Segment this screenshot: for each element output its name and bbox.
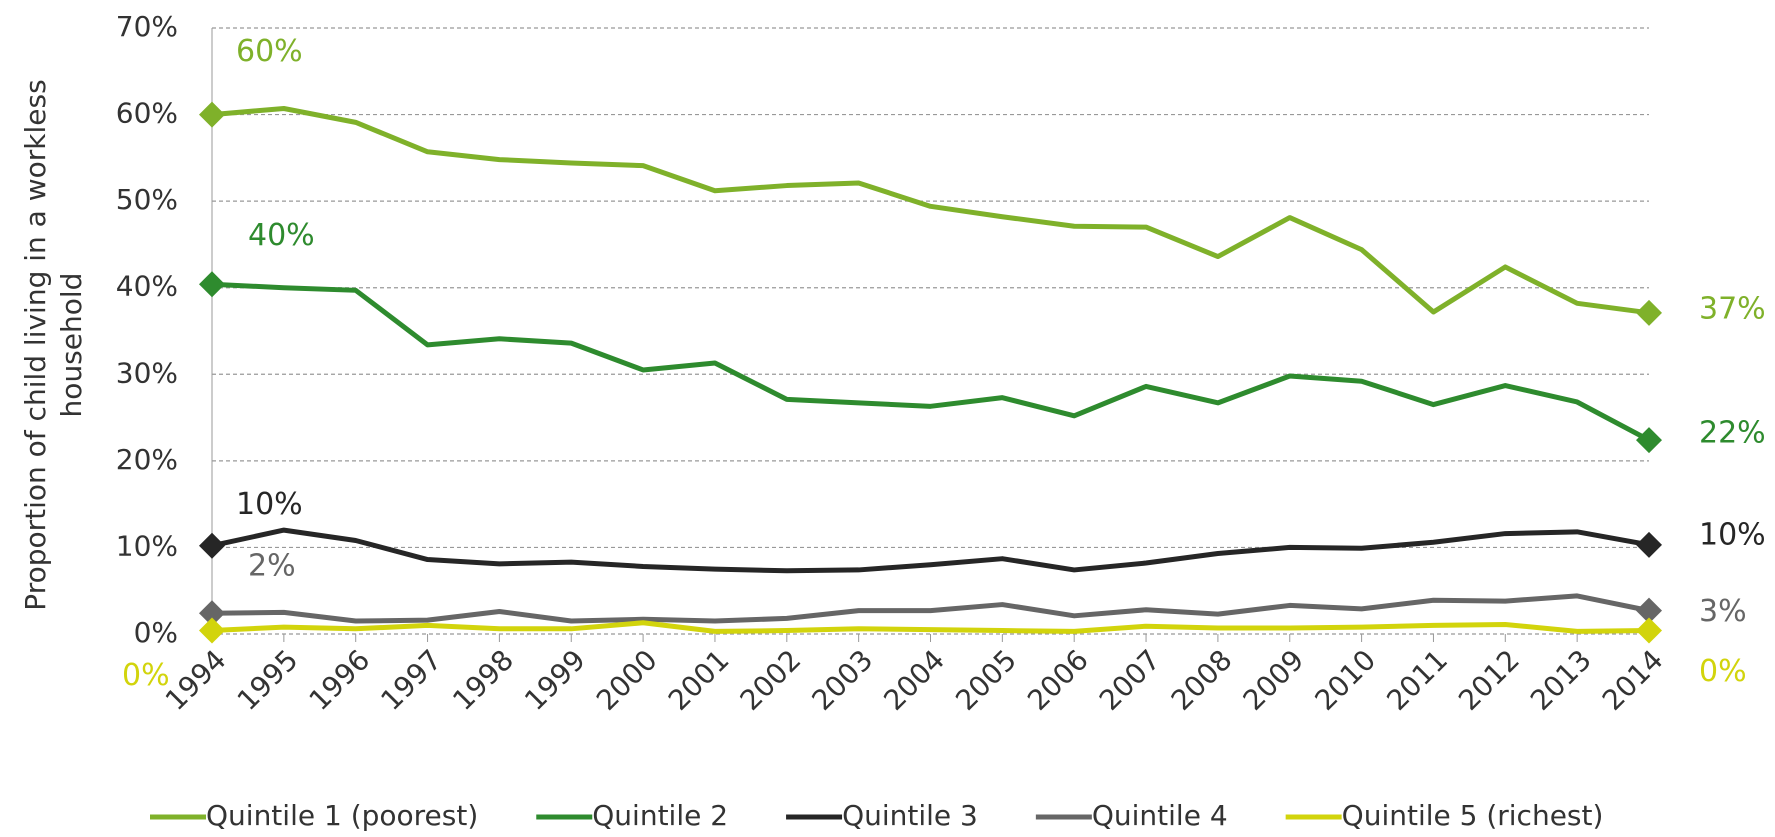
x-tick-label: 2004 xyxy=(877,643,951,717)
data-label: 10% xyxy=(1699,517,1766,552)
legend-label: Quintile 3 xyxy=(842,799,978,832)
x-tick-label: 1994 xyxy=(159,643,233,717)
point-marker xyxy=(199,101,225,128)
x-tick-label: 2001 xyxy=(662,643,736,717)
x-tick-label: 2011 xyxy=(1380,643,1454,717)
data-label: 3% xyxy=(1699,594,1747,629)
x-tick-label: 2002 xyxy=(734,643,808,717)
series-line xyxy=(211,281,1651,443)
x-tick-label: 2012 xyxy=(1452,643,1526,717)
x-tick-label: 1995 xyxy=(231,643,305,717)
point-marker xyxy=(1636,531,1662,558)
point-marker xyxy=(199,271,225,298)
y-tick-label: 10% xyxy=(116,529,178,562)
legend-label: Quintile 1 (poorest) xyxy=(206,799,478,832)
x-tick-label: 2007 xyxy=(1093,643,1167,717)
point-marker xyxy=(199,617,225,644)
series-line xyxy=(211,527,1650,574)
y-tick-label: 30% xyxy=(116,356,178,389)
y-axis-title: Proportion of child living in a workless… xyxy=(19,79,88,611)
point-marker xyxy=(1636,299,1662,326)
x-tick-label: 2008 xyxy=(1165,643,1239,717)
y-tick-label: 70% xyxy=(116,10,178,43)
point-marker xyxy=(199,600,225,627)
data-label: 60% xyxy=(236,34,303,69)
y-tick-label: 50% xyxy=(116,183,178,216)
x-tick-label: 1999 xyxy=(518,643,592,717)
data-label: 0% xyxy=(1699,654,1747,689)
x-tick-label: 2009 xyxy=(1237,643,1311,717)
x-tick-label: 1998 xyxy=(446,643,520,717)
x-tick-label: 2000 xyxy=(590,643,664,717)
data-label: 2% xyxy=(248,549,296,584)
legend: Quintile 1 (poorest) Quintile 2 Quintile 3… xyxy=(150,799,1603,832)
y-tick-label: 20% xyxy=(116,443,178,476)
point-marker xyxy=(199,532,225,559)
data-label: 10% xyxy=(236,487,303,522)
series-line xyxy=(211,593,1650,624)
point-marker xyxy=(1636,597,1662,624)
data-label: 37% xyxy=(1699,291,1766,326)
x-tick-label: 1996 xyxy=(303,643,377,717)
y-tick-label: 40% xyxy=(116,270,178,303)
x-tick-label: 1997 xyxy=(374,643,448,717)
data-label: 40% xyxy=(248,218,315,253)
point-marker xyxy=(1636,427,1662,454)
y-tick-label: 0% xyxy=(134,616,178,649)
legend-label: Quintile 5 (richest) xyxy=(1342,799,1604,832)
x-tick-label: 2013 xyxy=(1524,643,1598,717)
x-tick-label: 2006 xyxy=(1021,643,1095,717)
x-tick-label: 2003 xyxy=(806,643,880,717)
y-tick-label: 60% xyxy=(116,97,178,130)
series-line xyxy=(211,620,1650,634)
x-tick-label: 2005 xyxy=(949,643,1023,717)
legend-label: Quintile 2 xyxy=(592,799,728,832)
x-tick-label: 2014 xyxy=(1596,643,1670,717)
data-label: 22% xyxy=(1699,416,1766,451)
data-label: 0% xyxy=(122,658,170,693)
legend-label: Quintile 4 xyxy=(1092,799,1228,832)
series-line xyxy=(211,106,1650,316)
point-marker xyxy=(1636,617,1662,644)
x-tick-label: 2010 xyxy=(1308,643,1382,717)
